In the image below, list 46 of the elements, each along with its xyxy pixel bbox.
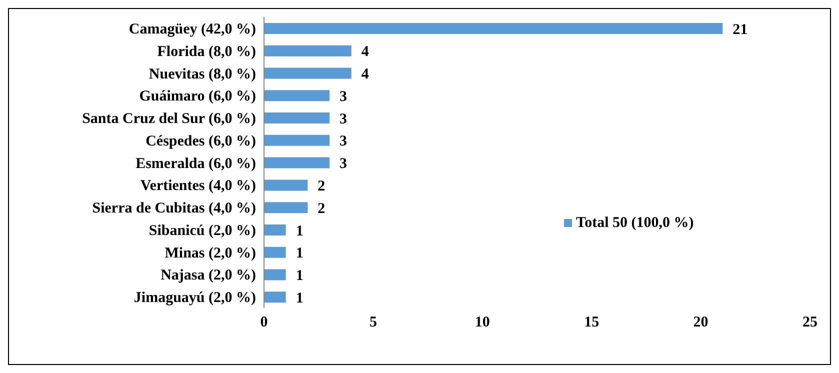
data-label: 4 xyxy=(361,66,370,83)
y-tick-label: Jimaguayú (2,0 %) xyxy=(134,290,256,306)
x-tick-label: 0 xyxy=(260,314,268,331)
bar xyxy=(264,224,286,236)
y-tick-label: Santa Cruz del Sur (6,0 %) xyxy=(82,111,256,128)
data-label: 4 xyxy=(361,44,370,60)
data-label: 3 xyxy=(340,88,348,105)
legend-label: Total 50 (100,0 %) xyxy=(576,215,694,231)
y-tick-label: Esmeralda (6,0 %) xyxy=(136,156,256,172)
data-label: 1 xyxy=(296,268,304,284)
x-tick-label: 15 xyxy=(584,314,600,331)
bar xyxy=(264,45,352,56)
data-label: 1 xyxy=(296,290,304,306)
data-label: 3 xyxy=(340,111,348,128)
y-tick-label: Najasa (2,0 %) xyxy=(160,268,256,284)
bar xyxy=(264,246,286,258)
x-tick-label: 5 xyxy=(369,314,377,331)
bar xyxy=(264,134,330,146)
y-tick-label: Camagüey (42,0 %) xyxy=(128,22,256,38)
y-tick-label: Guáimaro (6,0 %) xyxy=(139,88,256,105)
data-label: 3 xyxy=(340,134,348,150)
x-tick-label: 20 xyxy=(693,314,708,331)
y-tick-label: Minas (2,0 %) xyxy=(164,245,256,262)
data-label: 3 xyxy=(340,156,348,172)
data-label: 1 xyxy=(296,223,304,240)
bar xyxy=(264,68,352,79)
bar xyxy=(264,23,723,34)
x-tick-label: 25 xyxy=(802,314,818,331)
data-label: 2 xyxy=(318,200,326,217)
data-label: 21 xyxy=(732,22,748,38)
y-tick-label: Céspedes (6,0 %) xyxy=(146,133,256,150)
bar xyxy=(264,269,286,280)
y-tick-label: Nuevitas (8,0 %) xyxy=(148,66,256,82)
x-tick-label: 10 xyxy=(474,314,490,331)
y-tick-label: Sibanicú (2,0 %) xyxy=(148,222,256,239)
y-tick-label: Florida (8,0 %) xyxy=(157,44,256,60)
data-label: 2 xyxy=(318,178,326,195)
bar xyxy=(264,90,330,102)
bar xyxy=(264,292,286,303)
bar xyxy=(264,202,308,214)
data-label: 1 xyxy=(296,246,304,262)
y-tick-label: Vertientes (4,0 %) xyxy=(140,178,256,194)
bar xyxy=(264,180,308,191)
bar xyxy=(264,157,330,168)
y-tick-label: Sierra de Cubitas (4,0 %) xyxy=(92,200,256,217)
bar xyxy=(264,112,330,124)
